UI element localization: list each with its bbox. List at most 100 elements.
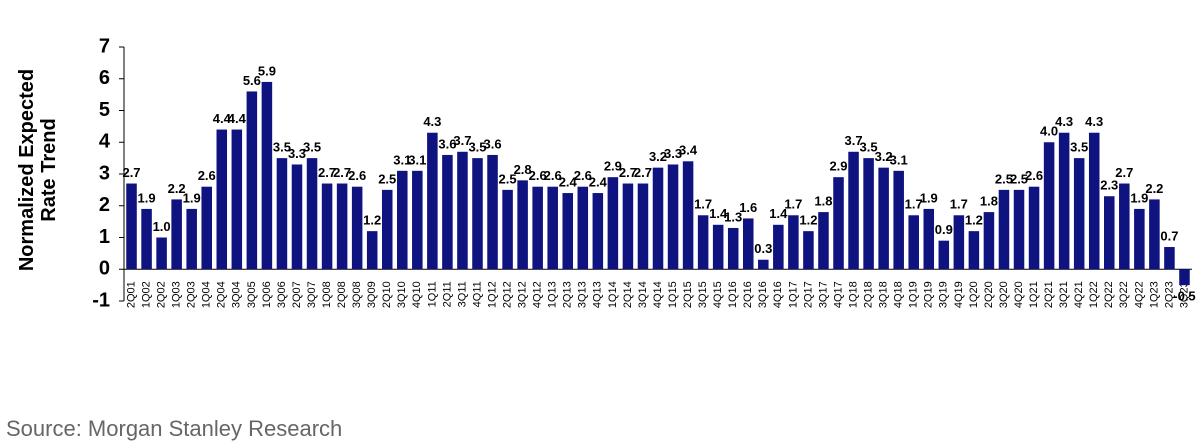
x-tick-label: 2Q17 — [802, 281, 814, 308]
bar — [998, 189, 1010, 270]
data-label: 4.3 — [1055, 114, 1073, 129]
bar — [1119, 183, 1130, 270]
x-tick-label: 2Q13 — [562, 281, 574, 308]
bar — [1013, 189, 1025, 270]
x-tick-label: 2Q22 — [1103, 281, 1115, 308]
data-label: 1.2 — [799, 213, 817, 228]
data-label: 1.4 — [709, 206, 728, 221]
x-tick-label: 4Q19 — [953, 281, 965, 308]
data-label: 3.5 — [303, 140, 321, 155]
data-label: 1.9 — [183, 190, 201, 205]
bar — [697, 215, 709, 270]
bar — [637, 183, 649, 270]
x-tick-label: 1Q13 — [547, 281, 559, 308]
data-label: 2.9 — [604, 159, 622, 174]
source: Source: Morgan Stanley Research — [6, 416, 343, 441]
x-tick-label: 3Q22 — [1118, 281, 1130, 308]
x-tick-label: 3Q21 — [1058, 281, 1070, 308]
data-label: 0.3 — [754, 241, 772, 256]
x-tick-label: 4Q22 — [1133, 281, 1145, 308]
data-label: 3.4 — [679, 143, 698, 158]
x-tick-label: 3Q15 — [697, 281, 709, 308]
bar — [216, 129, 228, 270]
data-label: 2.7 — [318, 165, 336, 180]
bar — [246, 91, 258, 270]
x-tick-label: 2Q23 — [1163, 281, 1175, 308]
data-label: 1.2 — [363, 213, 381, 228]
data-label: 1.9 — [1130, 190, 1148, 205]
bar — [848, 151, 859, 270]
bar — [833, 177, 844, 270]
bar — [321, 183, 333, 270]
data-label: 1.7 — [784, 197, 802, 212]
x-tick-label: 1Q14 — [607, 281, 619, 308]
data-label: 3.1 — [890, 152, 908, 167]
bar — [547, 186, 558, 270]
y-tick-label: 1 — [99, 226, 110, 248]
bar — [306, 158, 318, 270]
x-tick-label: 1Q03 — [171, 281, 183, 308]
x-tick-label: 1Q16 — [727, 281, 739, 308]
bar — [622, 183, 634, 270]
x-tick-label: 1Q02 — [140, 281, 152, 308]
bar — [156, 237, 167, 270]
data-label: 2.7 — [619, 165, 637, 180]
bar — [742, 218, 754, 270]
data-label: 2.7 — [1115, 165, 1133, 180]
x-tick-label: 1Q22 — [1088, 281, 1100, 308]
bar — [727, 227, 739, 270]
x-tick-label: 1Q04 — [201, 281, 213, 308]
bar — [803, 231, 814, 270]
data-label: 2.7 — [333, 165, 351, 180]
x-tick-label: 1Q19 — [908, 281, 920, 308]
data-label: 1.7 — [694, 197, 712, 212]
x-tick-label: 4Q10 — [411, 281, 423, 308]
x-tick-label: 1Q06 — [261, 281, 273, 308]
y-tick-label: -1 — [92, 289, 110, 311]
data-label: 1.8 — [814, 194, 832, 209]
x-tick-label: 4Q13 — [592, 281, 604, 308]
bar — [968, 231, 980, 270]
bar — [788, 215, 799, 270]
x-tick-label: 1Q23 — [1148, 281, 1160, 308]
data-label: 2.7 — [122, 165, 140, 180]
bar — [141, 208, 152, 270]
bar — [758, 259, 769, 270]
data-label: 2.6 — [529, 168, 547, 183]
x-tick-label: 2Q07 — [291, 281, 303, 308]
x-tick-label: 3Q12 — [517, 281, 529, 308]
x-tick-label: 4Q14 — [652, 281, 664, 308]
data-label: 1.7 — [905, 197, 923, 212]
bar — [276, 158, 288, 270]
y-tick-label: 0 — [99, 258, 110, 280]
bar — [1028, 186, 1040, 270]
data-label: 1.0 — [153, 219, 171, 234]
bar — [1134, 208, 1145, 270]
data-label: 2.3 — [1100, 178, 1118, 193]
bar — [1058, 132, 1070, 270]
x-tick-label: 4Q21 — [1073, 281, 1085, 308]
data-label: 3.2 — [875, 149, 893, 164]
data-label: 2.4 — [559, 174, 578, 189]
data-label: 3.1 — [393, 152, 411, 167]
x-tick-label: 2Q21 — [1043, 281, 1055, 308]
x-tick-label: 3Q16 — [757, 281, 769, 308]
x-tick-label: 3Q19 — [938, 281, 950, 308]
bar — [201, 186, 212, 270]
x-tick-label: 1Q21 — [1028, 281, 1040, 308]
data-label: -0.5 — [1173, 289, 1195, 304]
bar — [652, 167, 664, 270]
data-label: 2.5 — [1010, 171, 1028, 186]
x-tick-label: 2Q04 — [216, 281, 228, 308]
data-label: 2.6 — [1025, 168, 1043, 183]
data-label: 2.5 — [499, 171, 517, 186]
x-tick-label: 2Q11 — [441, 281, 453, 307]
bar — [126, 183, 137, 270]
bar — [186, 208, 197, 270]
bar — [442, 154, 453, 270]
x-tick-label: 3Q09 — [366, 281, 378, 308]
bar — [878, 167, 889, 270]
bar — [381, 189, 393, 270]
